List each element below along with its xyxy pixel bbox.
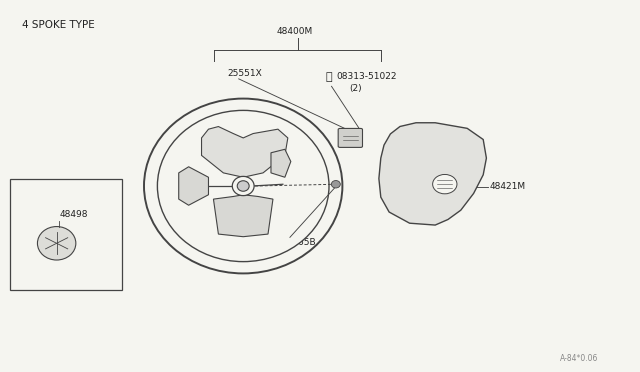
Ellipse shape [37, 227, 76, 260]
Ellipse shape [433, 174, 457, 194]
Text: 48465B: 48465B [282, 238, 316, 247]
Ellipse shape [237, 181, 249, 191]
Text: 48400M: 48400M [276, 27, 312, 36]
Polygon shape [379, 123, 486, 225]
FancyBboxPatch shape [338, 128, 362, 147]
Text: Ⓢ: Ⓢ [325, 72, 332, 82]
Polygon shape [179, 167, 209, 205]
Ellipse shape [332, 180, 340, 188]
Text: 08313-51022: 08313-51022 [336, 72, 397, 81]
Text: 48498: 48498 [60, 210, 88, 219]
Ellipse shape [157, 110, 329, 262]
Text: 48421M: 48421M [490, 182, 525, 191]
Text: A-84*0.06: A-84*0.06 [560, 354, 598, 363]
Ellipse shape [232, 176, 254, 196]
Bar [10, 179, 122, 290]
Text: 4 SPOKE TYPE: 4 SPOKE TYPE [22, 20, 95, 31]
Ellipse shape [144, 99, 342, 273]
Text: 25551X: 25551X [227, 69, 262, 78]
Polygon shape [271, 149, 291, 177]
Polygon shape [214, 195, 273, 237]
Text: (2): (2) [349, 84, 362, 93]
Polygon shape [202, 126, 288, 177]
